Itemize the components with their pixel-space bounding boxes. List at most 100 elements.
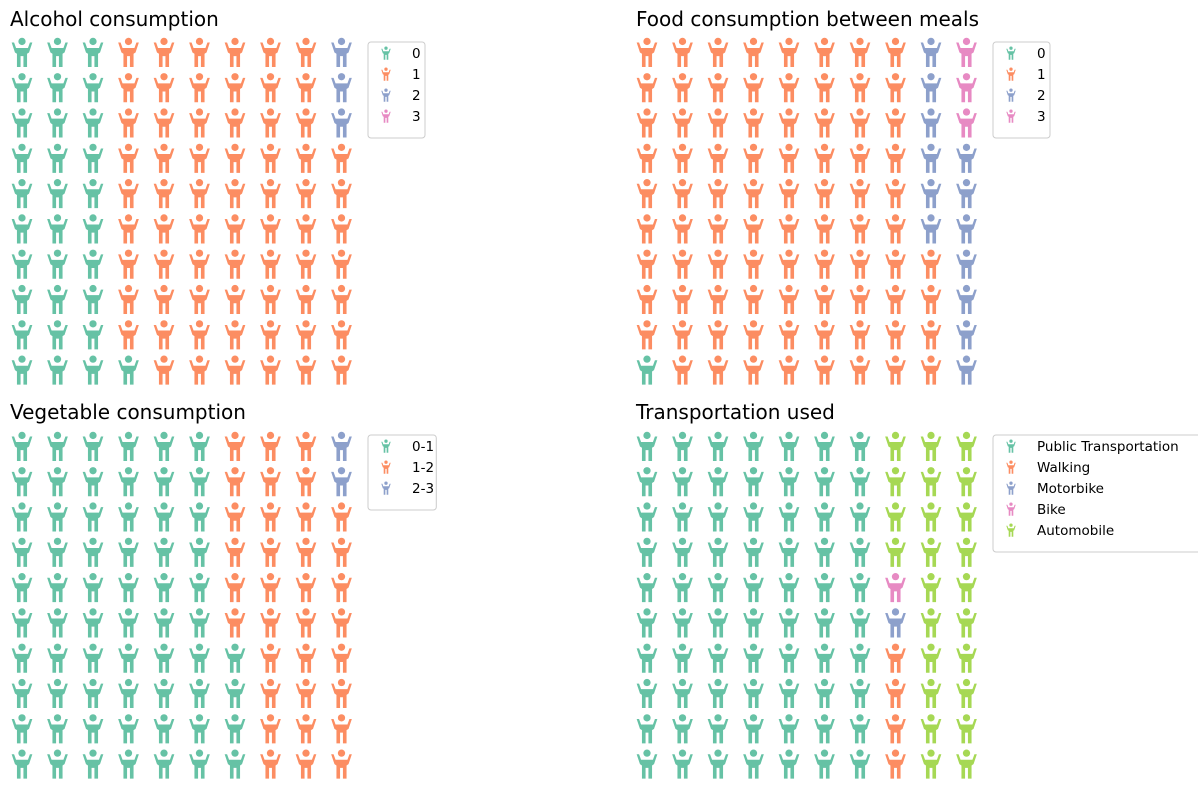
person-arms-raised-icon	[295, 467, 317, 497]
person-arms-raised-icon	[224, 573, 246, 603]
person-arms-raised-icon	[118, 467, 139, 497]
person-arms-raised-icon	[814, 249, 835, 279]
person-arms-raised-icon	[956, 749, 977, 779]
person-arms-raised-icon	[885, 37, 906, 67]
person-arms-raised-icon	[743, 143, 764, 173]
person-arms-raised-icon	[153, 179, 175, 209]
legend: 0 1 2 3	[367, 41, 426, 139]
person-arms-raised-icon	[82, 537, 104, 567]
person-arms-raised-icon	[118, 678, 139, 709]
person-arms-raised-icon	[885, 502, 906, 532]
person-arms-raised-icon	[331, 355, 352, 385]
person-arms-raised-icon	[11, 643, 33, 673]
person-arms-raised-icon	[153, 714, 175, 744]
person-arms-raised-icon	[814, 573, 835, 603]
person-arms-raised-icon	[636, 143, 658, 173]
person-arms-raised-icon	[814, 214, 835, 244]
person-arms-raised-icon	[82, 37, 104, 67]
person-arms-raised-icon	[189, 284, 210, 315]
person-arms-raised-icon	[707, 284, 729, 315]
waffle-panel-3: Vegetable consumption 0-1 1-2 2-3	[10, 400, 437, 779]
legend-label: 2	[412, 88, 421, 104]
person-arms-raised-icon	[224, 643, 246, 673]
person-arms-raised-icon	[814, 467, 835, 497]
person-arms-raised-icon	[11, 502, 33, 532]
person-arms-raised-icon	[778, 573, 800, 603]
person-arms-raised-icon	[885, 355, 906, 385]
person-arms-raised-icon	[118, 284, 139, 315]
person-arms-raised-icon	[47, 714, 68, 744]
person-arms-raised-icon	[47, 143, 68, 173]
person-arms-raised-icon	[153, 108, 175, 138]
person-arms-raised-icon	[224, 714, 246, 744]
person-arms-raised-icon	[153, 249, 175, 279]
person-arms-raised-icon	[47, 467, 68, 497]
person-arms-raised-icon	[118, 37, 139, 67]
person-arms-raised-icon	[224, 537, 246, 567]
legend-label: 0	[1037, 46, 1046, 62]
person-arms-raised-icon	[82, 714, 104, 744]
person-arms-raised-icon	[260, 320, 281, 350]
person-arms-raised-icon	[47, 502, 68, 532]
person-arms-raised-icon	[849, 537, 871, 567]
person-arms-raised-icon	[118, 179, 139, 209]
person-arms-raised-icon	[331, 573, 352, 603]
person-arms-raised-icon	[82, 678, 104, 709]
person-arms-raised-icon	[636, 108, 658, 138]
person-arms-raised-icon	[707, 179, 729, 209]
person-arms-raised-icon	[778, 749, 800, 779]
person-arms-raised-icon	[778, 179, 800, 209]
person-arms-raised-icon	[885, 73, 906, 103]
person-arms-raised-icon	[153, 502, 175, 532]
person-arms-raised-icon	[885, 249, 906, 279]
person-arms-raised-icon	[743, 467, 764, 497]
person-arms-raised-icon	[189, 714, 210, 744]
person-arms-raised-icon	[636, 714, 658, 744]
person-arms-raised-icon	[11, 714, 33, 744]
person-arms-raised-icon	[920, 678, 942, 709]
legend-label: 0	[412, 46, 421, 62]
person-arms-raised-icon	[118, 214, 139, 244]
person-arms-raised-icon	[849, 678, 871, 709]
person-arms-raised-icon	[885, 143, 906, 173]
person-arms-raised-icon	[153, 73, 175, 103]
person-arms-raised-icon	[82, 467, 104, 497]
person-arms-raised-icon	[956, 643, 977, 673]
person-arms-raised-icon	[153, 608, 175, 638]
person-arms-raised-icon	[636, 37, 658, 67]
person-arms-raised-icon	[743, 643, 764, 673]
person-arms-raised-icon	[82, 608, 104, 638]
person-arms-raised-icon	[153, 143, 175, 173]
person-arms-raised-icon	[118, 143, 139, 173]
person-arms-raised-icon	[260, 214, 281, 244]
person-arms-raised-icon	[849, 643, 871, 673]
person-arms-raised-icon	[47, 284, 68, 315]
person-arms-raised-icon	[189, 320, 210, 350]
person-arms-raised-icon	[814, 643, 835, 673]
person-arms-raised-icon	[11, 678, 33, 709]
person-arms-raised-icon	[849, 608, 871, 638]
person-arms-raised-icon	[778, 502, 800, 532]
person-arms-raised-icon	[920, 608, 942, 638]
person-arms-raised-icon	[189, 749, 210, 779]
person-arms-raised-icon	[295, 643, 317, 673]
person-arms-raised-icon	[118, 431, 139, 461]
panel-title: Food consumption between meals	[636, 7, 979, 31]
person-arms-raised-icon	[956, 608, 977, 638]
person-arms-raised-icon	[778, 143, 800, 173]
person-arms-raised-icon	[636, 643, 658, 673]
person-arms-raised-icon	[672, 714, 693, 744]
person-arms-raised-icon	[118, 608, 139, 638]
waffle-grid	[11, 431, 352, 779]
person-arms-raised-icon	[47, 108, 68, 138]
person-arms-raised-icon	[260, 37, 281, 67]
person-arms-raised-icon	[47, 678, 68, 709]
legend-label: 2-3	[412, 481, 434, 497]
person-arms-raised-icon	[920, 537, 942, 567]
person-arms-raised-icon	[707, 143, 729, 173]
person-arms-raised-icon	[636, 537, 658, 567]
person-arms-raised-icon	[672, 320, 693, 350]
person-arms-raised-icon	[224, 108, 246, 138]
person-arms-raised-icon	[743, 537, 764, 567]
person-arms-raised-icon	[189, 643, 210, 673]
